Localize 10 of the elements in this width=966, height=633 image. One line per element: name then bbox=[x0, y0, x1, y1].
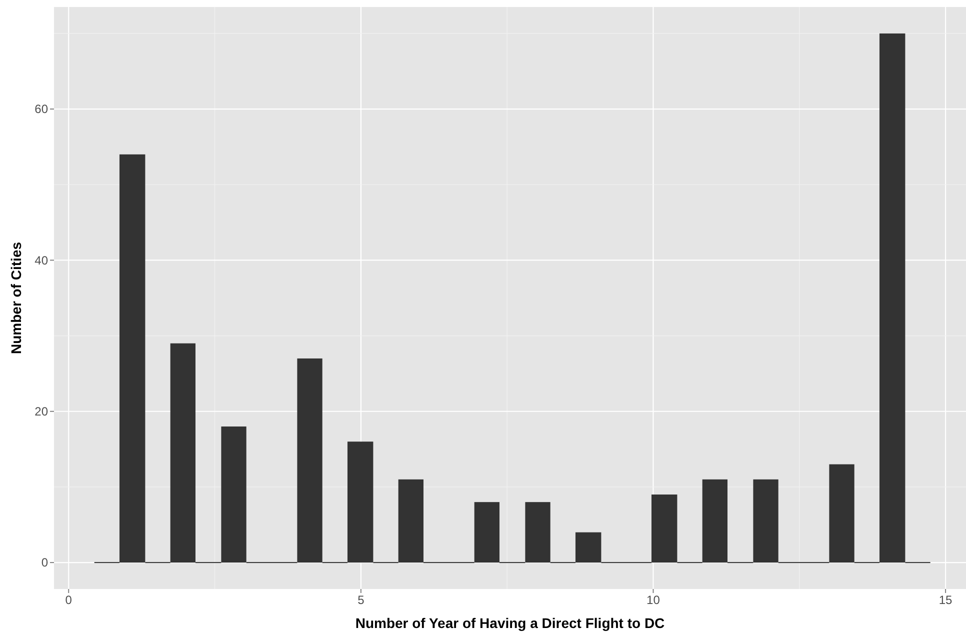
x-tick-label: 0 bbox=[65, 593, 72, 607]
x-tick-label: 5 bbox=[358, 593, 365, 607]
x-tick-label: 15 bbox=[938, 593, 953, 607]
x-tick-label: 10 bbox=[646, 593, 660, 607]
y-tick-label: 20 bbox=[34, 404, 48, 419]
y-tick-label: 0 bbox=[41, 556, 48, 570]
y-axis-title: Number of Cities bbox=[8, 242, 24, 354]
y-tick-label: 40 bbox=[34, 253, 48, 268]
x-axis-title: Number of Year of Having a Direct Flight to DC bbox=[355, 615, 665, 631]
y-tick-label: 60 bbox=[34, 102, 48, 116]
